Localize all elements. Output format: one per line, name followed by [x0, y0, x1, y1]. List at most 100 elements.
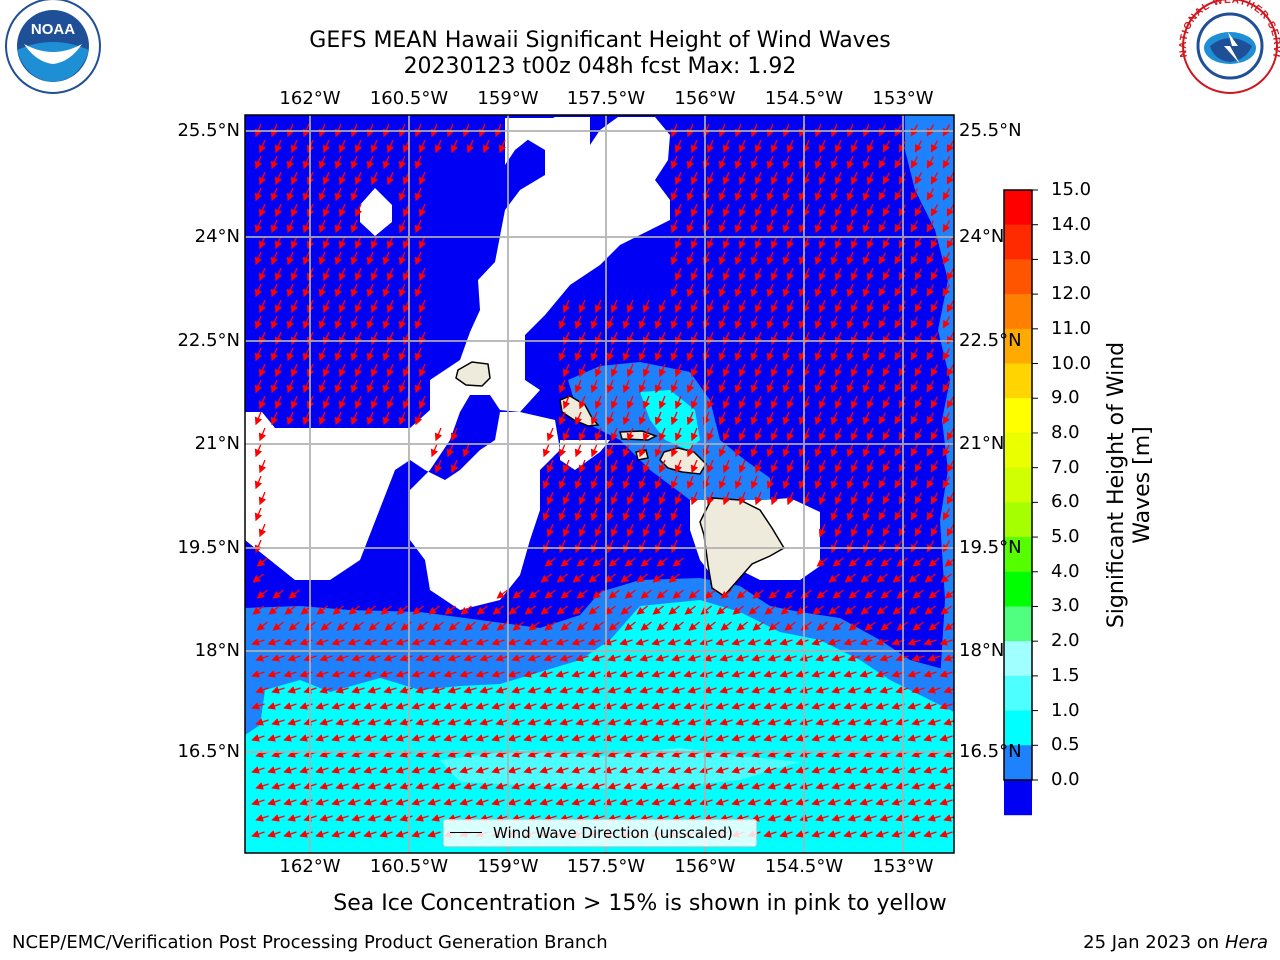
wave-direction-arrow — [414, 155, 423, 170]
wave-direction-arrow — [926, 188, 935, 201]
wave-direction-arrow — [844, 573, 856, 583]
wave-direction-arrow — [574, 475, 583, 490]
wave-direction-arrow — [252, 605, 264, 615]
wave-direction-arrow — [658, 523, 667, 538]
wave-direction-arrow — [334, 315, 343, 330]
wave-direction-arrow — [606, 347, 615, 362]
wave-direction-arrow — [866, 395, 875, 410]
colorbar-tick-label: 0.5 — [1051, 734, 1080, 756]
wave-direction-arrow — [850, 491, 859, 506]
wave-direction-arrow — [608, 557, 620, 567]
wave-direction-arrow — [894, 348, 903, 361]
wave-direction-arrow — [848, 589, 860, 599]
wave-direction-arrow — [594, 427, 603, 442]
wave-direction-arrow — [926, 252, 935, 265]
wave-direction-arrow — [302, 315, 311, 330]
wave-direction-arrow — [846, 475, 855, 490]
wave-direction-arrow — [766, 251, 775, 266]
wave-direction-arrow — [286, 219, 295, 234]
wave-direction-arrow — [850, 267, 859, 282]
colorbar-tick-label: 3.0 — [1051, 595, 1080, 617]
wave-direction-arrow — [302, 411, 311, 426]
wave-direction-arrow — [626, 427, 635, 442]
wave-direction-arrow — [942, 412, 951, 425]
wave-direction-arrow — [382, 283, 391, 298]
wave-direction-arrow — [594, 491, 603, 506]
wave-direction-arrow — [258, 203, 267, 218]
wave-direction-arrow — [686, 187, 695, 202]
wave-direction-arrow — [908, 573, 920, 583]
wave-direction-arrow — [882, 524, 891, 537]
lat-tick-left: 21°N — [194, 433, 240, 454]
wave-direction-arrow — [636, 573, 648, 583]
colorbar-tick-label: 4.0 — [1051, 560, 1080, 582]
wave-direction-arrow — [850, 395, 859, 410]
wave-direction-arrow — [450, 139, 459, 154]
wave-direction-arrow — [686, 443, 695, 458]
wave-direction-arrow — [722, 267, 731, 282]
wave-direction-arrow — [254, 187, 263, 202]
wave-direction-arrow — [690, 171, 699, 186]
wave-direction-arrow — [366, 155, 375, 170]
wave-direction-arrow — [722, 171, 731, 186]
wave-direction-arrow — [338, 299, 347, 314]
wave-direction-arrow — [734, 475, 743, 490]
wave-direction-arrow — [862, 539, 871, 554]
wave-direction-arrow — [866, 299, 875, 314]
wave-direction-arrow — [546, 523, 555, 538]
wave-direction-arrow — [766, 315, 775, 330]
wave-direction-arrow — [912, 589, 924, 599]
wave-direction-arrow — [622, 507, 631, 522]
wave-direction-arrow — [638, 539, 647, 554]
wave-direction-arrow — [274, 267, 283, 282]
wave-direction-arrow — [786, 459, 795, 474]
colorbar-bin — [1004, 432, 1032, 469]
wave-direction-arrow — [302, 251, 311, 266]
lon-tick-top: 157.5°W — [566, 88, 646, 109]
wave-direction-arrow — [846, 539, 855, 554]
wave-direction-arrow — [734, 443, 743, 458]
wave-direction-arrow — [638, 507, 647, 522]
wave-direction-arrow — [642, 395, 651, 410]
colorbar-tick-label: 12.0 — [1051, 283, 1092, 305]
wave-direction-arrow — [322, 299, 331, 314]
wave-direction-arrow — [370, 171, 379, 186]
wave-direction-arrow — [754, 203, 763, 218]
wave-direction-arrow — [674, 203, 683, 218]
wave-direction-arrow — [620, 573, 632, 583]
wave-direction-arrow — [332, 605, 344, 615]
undefined-patch-topstrip — [505, 118, 560, 165]
wave-direction-arrow — [690, 395, 699, 410]
wave-direction-arrow — [814, 251, 823, 266]
wave-direction-arrow — [482, 139, 491, 154]
wave-direction-arrow — [782, 475, 791, 490]
wave-direction-arrow — [540, 573, 552, 583]
wave-direction-arrow — [254, 539, 263, 554]
wave-direction-arrow — [818, 171, 827, 186]
wave-direction-arrow — [658, 491, 667, 506]
wave-direction-arrow — [894, 540, 903, 553]
wave-direction-arrow — [588, 573, 600, 583]
wave-direction-arrow — [928, 557, 940, 567]
wave-direction-arrow — [766, 187, 775, 202]
wave-direction-arrow — [590, 539, 599, 554]
wave-direction-arrow — [674, 267, 683, 282]
wave-direction-arrow — [750, 411, 759, 426]
wave-direction-arrow — [770, 267, 779, 282]
wave-direction-arrow — [814, 219, 823, 234]
wave-direction-arrow — [318, 283, 327, 298]
footer-branch: NCEP/EMC/Verification Post Processing Pr… — [12, 932, 608, 953]
wave-direction-arrow — [818, 459, 827, 474]
colorbar-tick-label: 11.0 — [1051, 317, 1092, 339]
wave-direction-arrow — [590, 347, 599, 362]
wave-direction-arrow — [610, 459, 619, 474]
wave-direction-arrow — [558, 507, 567, 522]
wave-direction-arrow — [354, 395, 363, 410]
wave-direction-arrow — [286, 379, 295, 394]
wave-direction-arrow — [674, 299, 683, 314]
wave-direction-arrow — [370, 267, 379, 282]
wave-direction-arrow — [946, 236, 954, 249]
wave-direction-arrow — [354, 203, 363, 218]
wave-direction-arrow — [274, 299, 283, 314]
wave-direction-arrow — [670, 251, 679, 266]
